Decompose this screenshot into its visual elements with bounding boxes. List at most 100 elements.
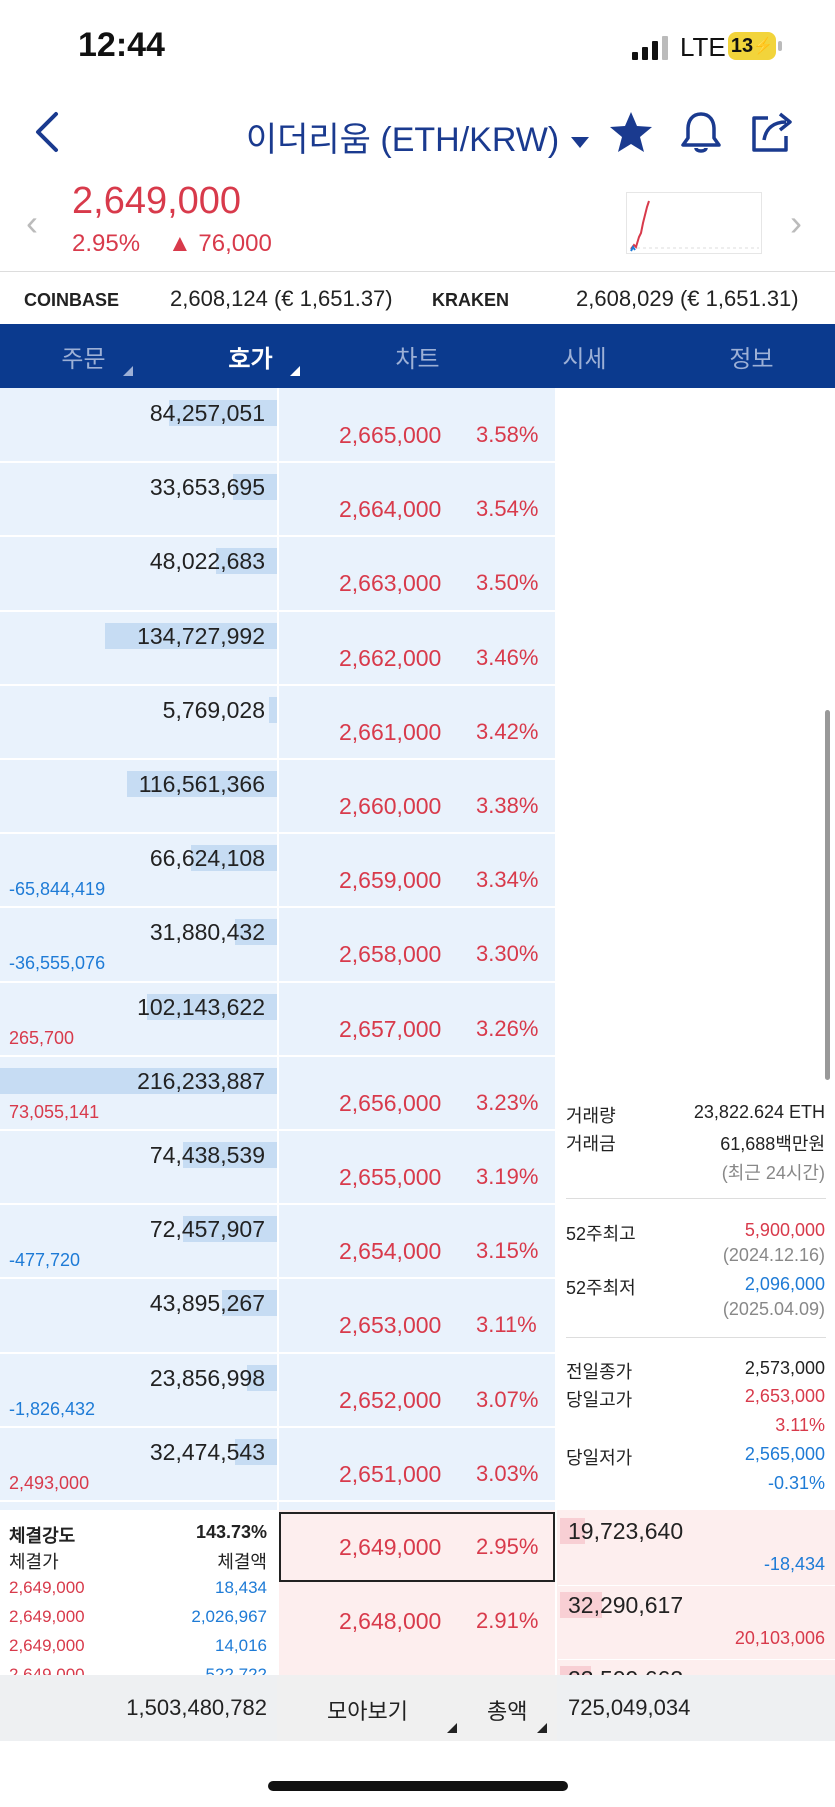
star-icon[interactable] xyxy=(608,110,654,154)
mini-chart-sparkline xyxy=(630,200,759,252)
high52-value: 5,900,000 xyxy=(744,1220,825,1240)
row-divider xyxy=(558,1659,835,1660)
prev-coin-chevron-left-icon[interactable]: ‹ xyxy=(26,202,38,243)
ask-row[interactable]: 216,233,887 73,055,141 2,656,000 3.23% xyxy=(0,1056,557,1131)
row-divider xyxy=(0,535,557,538)
tab-info[interactable]: 정보 xyxy=(668,324,835,388)
strength-label: 체결강도 xyxy=(9,1526,76,1546)
bid-percent: 2.91% xyxy=(476,1608,539,1633)
day-high-pct: 3.11% xyxy=(775,1415,825,1435)
ask-row[interactable]: 66,624,108 -65,844,419 2,659,000 3.34% xyxy=(0,833,557,909)
trade-price: 2,649,000 xyxy=(9,1607,85,1626)
ask-row[interactable]: 102,143,622 265,700 2,657,000 3.26% xyxy=(0,982,557,1057)
ask-price: 2,657,000 xyxy=(339,1015,442,1042)
group-view-label: 모아보기 xyxy=(327,1699,408,1724)
bid-row[interactable]: 2,649,000 2.95% 19,723,640 -18,434 xyxy=(279,1512,835,1586)
tab-order[interactable]: 주문 xyxy=(0,324,167,388)
ask-price: 2,660,000 xyxy=(339,793,442,819)
ask-row[interactable]: 43,895,267 2,653,000 3.11% xyxy=(0,1278,557,1354)
ask-percent: 3.58% xyxy=(476,422,539,447)
row-divider xyxy=(0,461,557,464)
ask-volume-bar xyxy=(182,1142,277,1168)
tab-quotes[interactable]: 시세 xyxy=(501,324,668,388)
ask-quantity: 31,880,432 xyxy=(149,919,265,946)
ask-total: 1,503,480,782 xyxy=(126,1695,267,1720)
ask-quantity: 33,653,695 xyxy=(149,474,265,501)
ask-row[interactable]: 31,880,432 -36,555,076 2,658,000 3.30% xyxy=(0,907,557,983)
next-coin-chevron-right-icon[interactable]: › xyxy=(790,202,802,243)
bid-row[interactable]: 23,509,663 xyxy=(279,1660,835,1675)
bid-volume-bar xyxy=(560,1592,602,1618)
ask-row[interactable]: 116,561,366 2,660,000 3.38% xyxy=(0,759,557,835)
scrollbar-thumb[interactable] xyxy=(825,710,830,1080)
mini-chart[interactable] xyxy=(626,192,762,254)
row-divider xyxy=(0,1425,557,1428)
ask-price: 2,656,000 xyxy=(339,1089,442,1116)
ask-volume-bar xyxy=(105,622,277,649)
divider xyxy=(566,1337,826,1338)
ask-volume-bar xyxy=(246,1364,277,1391)
ask-change: 265,700 xyxy=(9,1027,75,1048)
trade-price: 2,649,000 xyxy=(9,1578,85,1597)
tab-chart[interactable]: 차트 xyxy=(334,324,501,388)
volume-label: 거래량 xyxy=(566,1106,616,1126)
ask-row[interactable]: 84,257,051 2,665,000 3.58% xyxy=(0,388,557,464)
bid-row[interactable]: 2,648,000 2.91% 32,290,617 20,103,006 xyxy=(279,1586,835,1660)
bell-icon[interactable] xyxy=(678,110,724,156)
bid-price: 2,649,000 xyxy=(339,1534,442,1560)
exchange-price: 2,608,029 (€ 1,651.31) xyxy=(576,286,799,311)
ask-quantity: 74,438,539 xyxy=(149,1142,265,1168)
trade-amount-header: 체결액 xyxy=(217,1552,267,1572)
bid-change: -18,434 xyxy=(763,1554,825,1574)
ask-row[interactable]: 48,022,683 2,663,000 3.50% xyxy=(0,536,557,612)
ask-price: 2,651,000 xyxy=(339,1460,442,1487)
row-divider xyxy=(0,757,557,760)
ask-volume-bar xyxy=(235,919,277,946)
high52-label: 52주최고 xyxy=(566,1224,636,1244)
bid-quantity: 23,509,663 xyxy=(568,1666,683,1675)
prev-close-value: 2,573,000 xyxy=(744,1358,825,1378)
back-chevron-left-icon[interactable] xyxy=(32,110,62,154)
ask-quantity: 134,727,992 xyxy=(137,622,265,649)
total-toggle[interactable]: 총액 xyxy=(487,1699,528,1724)
ask-row[interactable]: 33,653,695 2,664,000 3.54% xyxy=(0,462,557,538)
amount-label: 거래금 xyxy=(566,1134,616,1154)
bid-quantity: 19,723,640 xyxy=(568,1518,684,1544)
bid-price: 2,648,000 xyxy=(339,1608,442,1634)
ask-percent: 3.07% xyxy=(476,1386,539,1412)
coin-selector[interactable]: 이더리움 (ETH/KRW) xyxy=(0,112,835,161)
ask-price: 2,662,000 xyxy=(339,644,442,671)
ask-row[interactable]: 134,727,992 2,662,000 3.46% xyxy=(0,611,557,686)
current-price: 2,649,000 xyxy=(72,180,242,222)
ask-percent: 3.34% xyxy=(476,867,539,893)
ask-quantity: 5,769,028 xyxy=(162,696,265,723)
signal-icon xyxy=(632,36,668,60)
ask-price: 2,658,000 xyxy=(339,941,442,968)
ask-row[interactable]: 32,474,543 2,493,000 2,651,000 3.03% xyxy=(0,1427,557,1502)
tab-label: 주문 xyxy=(61,345,106,373)
ask-volume-bar xyxy=(216,548,277,575)
row-divider xyxy=(0,1351,557,1354)
ask-percent: 3.23% xyxy=(476,1089,539,1115)
tab-orderbook[interactable]: 호가 xyxy=(167,324,334,388)
change-amount: ▲ 76,000 xyxy=(168,230,272,257)
bid-volume-bar xyxy=(560,1666,591,1675)
ask-row[interactable]: 72,457,907 -477,720 2,654,000 3.15% xyxy=(0,1204,557,1280)
share-icon[interactable] xyxy=(748,108,796,156)
ask-change: -65,844,419 xyxy=(9,879,106,900)
ask-volume-bar xyxy=(191,845,277,872)
ask-volume-bar xyxy=(268,696,277,723)
current-price-highlight[interactable] xyxy=(279,1512,555,1582)
ask-quantity: 84,257,051 xyxy=(149,400,265,426)
ask-percent: 3.26% xyxy=(476,1015,539,1041)
ask-row[interactable]: 5,769,028 2,661,000 3.42% xyxy=(0,685,557,760)
status-time: 12:44 xyxy=(78,26,165,64)
ask-price: 2,654,000 xyxy=(339,1238,442,1265)
group-view-button[interactable]: 모아보기 총액 xyxy=(279,1675,555,1741)
ask-quantity: 66,624,108 xyxy=(149,845,265,872)
ask-percent: 3.15% xyxy=(476,1238,539,1264)
ask-quantity-column xyxy=(0,388,277,1510)
ask-row[interactable]: 74,438,539 2,655,000 3.19% xyxy=(0,1130,557,1206)
ask-row[interactable]: 23,856,998 -1,826,432 2,652,000 3.07% xyxy=(0,1353,557,1428)
